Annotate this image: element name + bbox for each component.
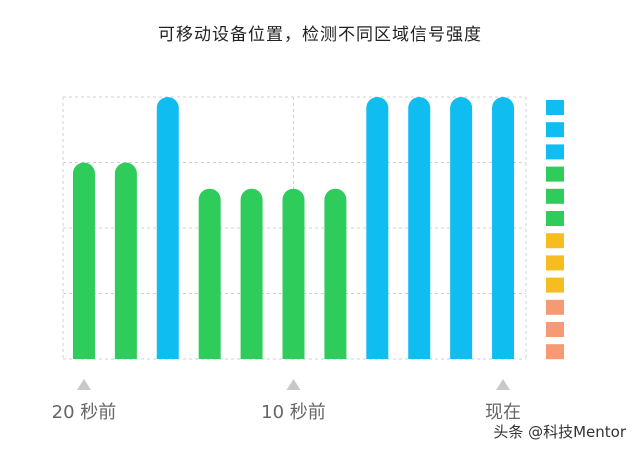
signal-bar [408,97,431,359]
tick-marker-icon [76,379,91,390]
chart-title: 可移动设备位置，检测不同区域信号强度 [158,25,482,45]
strength-scale-swatch [546,144,564,160]
strength-scale-swatch [546,211,564,226]
strength-scale-swatch [546,255,564,271]
signal-bar [240,188,263,359]
signal-bar [198,188,221,359]
signal-bar [156,97,179,359]
strength-scale-swatch [546,100,564,115]
signal-bar [450,97,473,359]
signal-bar [366,97,389,359]
signal-bar [72,162,95,359]
strength-scale-swatch [546,188,564,204]
strength-scale-swatch [546,233,564,249]
strength-scale-swatch [546,344,564,360]
x-tick-label: 10 秒前 [261,402,326,423]
signal-bar [492,96,515,359]
signal-bar [324,188,347,359]
strength-scale-swatch [546,322,564,337]
strength-scale-swatch [546,122,564,138]
strength-scale-swatch [546,299,564,315]
strength-scale-swatch [546,277,564,293]
tick-marker-icon [286,379,301,390]
x-tick-label: 20 秒前 [51,402,117,423]
signal-bar [282,188,305,359]
strength-scale-swatch [546,166,564,182]
x-tick-label: 现在 [485,402,522,423]
signal-bar [114,162,137,359]
watermark: 头条 @科技Mentor [493,423,626,441]
tick-marker-icon [496,379,511,390]
